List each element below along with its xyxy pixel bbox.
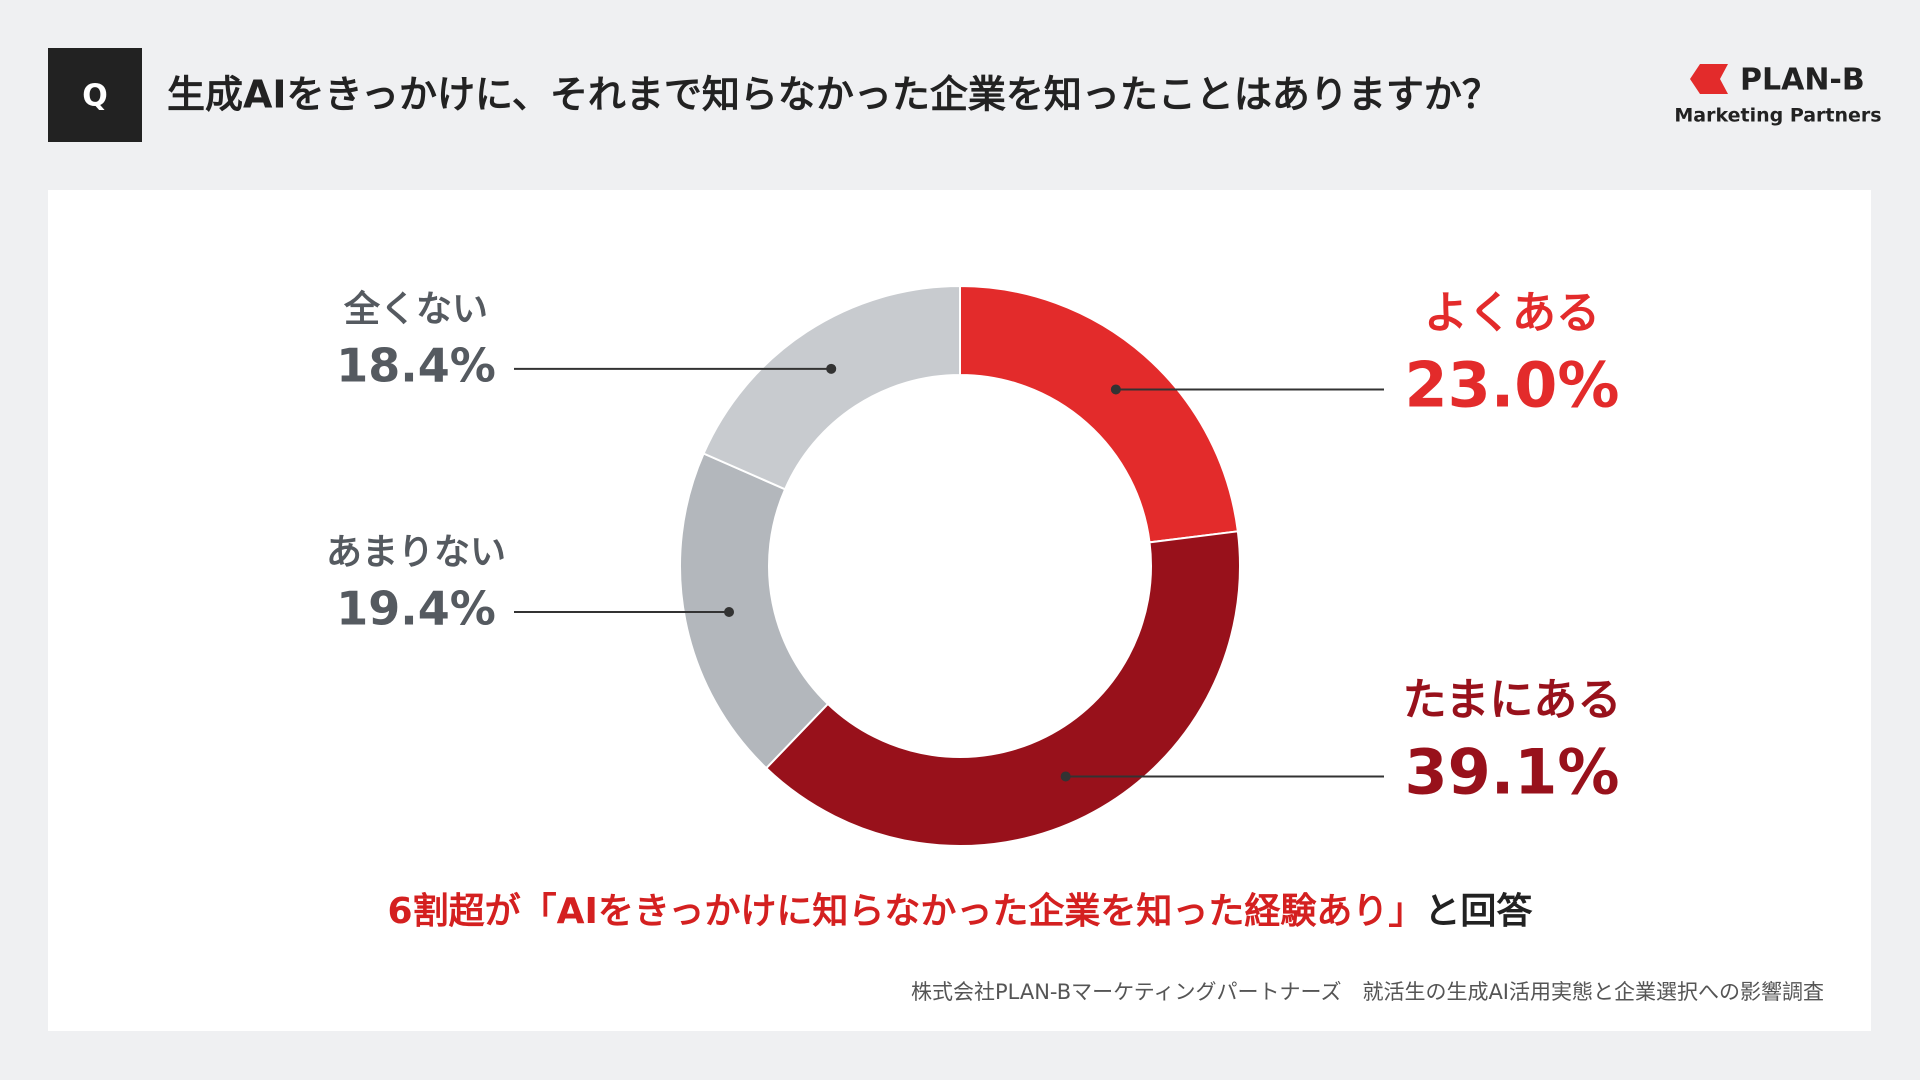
conclusion-highlight: 6割超が「AIをきっかけに知らなかった企業を知った経験あり」 xyxy=(388,890,1425,932)
logo-name: PLAN-B xyxy=(1740,63,1865,98)
q-badge xyxy=(48,48,142,142)
conclusion-rest: と回答 xyxy=(1424,891,1533,932)
q-badge-text: Q xyxy=(82,79,108,114)
value-label: 18.4% xyxy=(336,338,496,392)
category-label: たまにある xyxy=(1403,674,1622,725)
category-label: あまりない xyxy=(326,532,506,573)
category-label: よくある xyxy=(1424,287,1600,338)
value-label: 19.4% xyxy=(336,581,496,635)
leader-dot xyxy=(826,363,837,374)
conclusion: 6割超が「AIをきっかけに知らなかった企業を知った経験あり」と回答 xyxy=(388,890,1534,932)
chart-title: 生成AIをきっかけに、それまで知らなかった企業を知ったことはありますか？ xyxy=(167,73,1500,117)
source: 株式会社PLAN-Bマーケティングパートナーズ 就活生の生成AI活用実態と企業選… xyxy=(911,980,1824,1004)
leader-dot xyxy=(1060,771,1071,782)
category-label: 全くない xyxy=(343,288,488,330)
value-label: 23.0% xyxy=(1404,349,1619,422)
donut-segment xyxy=(702,284,961,491)
leader-dot xyxy=(1110,384,1121,395)
donut-segment xyxy=(764,530,1241,847)
donut: 23.0% よくある 39.1% たまにある 19.4% あまりない 18.4% 全くない xyxy=(326,284,1622,847)
logo-icon xyxy=(1690,64,1728,94)
leader-dot xyxy=(724,606,735,617)
value-label: 39.1% xyxy=(1404,736,1619,809)
logo-tagline: Marketing Partners xyxy=(1674,105,1881,127)
donut-segment xyxy=(959,284,1239,544)
